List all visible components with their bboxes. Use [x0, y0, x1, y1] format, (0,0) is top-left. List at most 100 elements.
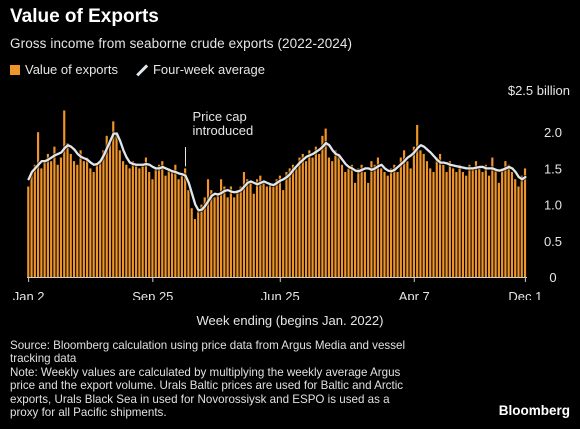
- bar: [184, 168, 187, 277]
- bar: [308, 150, 311, 277]
- bar: [403, 150, 406, 277]
- bar: [497, 182, 500, 277]
- bar: [187, 190, 190, 277]
- bar: [304, 161, 308, 277]
- bar: [272, 186, 275, 277]
- bar: [170, 172, 174, 277]
- bar: [236, 190, 239, 277]
- y-tick-label: 0.5: [544, 234, 562, 249]
- bar: [514, 179, 517, 277]
- bar: [291, 164, 295, 277]
- bar: [56, 164, 59, 277]
- bar: [412, 146, 415, 277]
- bar: [259, 175, 262, 277]
- bar: [340, 164, 344, 277]
- bar: [399, 157, 402, 277]
- bar: [517, 186, 520, 277]
- bar: [66, 143, 69, 277]
- bar: [481, 172, 484, 277]
- bar: [523, 168, 527, 277]
- bar: [151, 179, 154, 277]
- bar: [246, 179, 249, 277]
- bar: [331, 161, 334, 277]
- bar: [92, 172, 95, 277]
- bar: [461, 172, 465, 277]
- bar: [79, 150, 82, 277]
- bar: [438, 153, 442, 277]
- bar: [135, 164, 138, 277]
- bar: [357, 168, 360, 277]
- bar: [422, 153, 425, 277]
- bar: [154, 168, 157, 277]
- bar: [102, 150, 105, 277]
- bar: [393, 164, 396, 277]
- bar: [216, 193, 219, 277]
- bar: [233, 197, 236, 277]
- brand-logo: Bloomberg: [498, 403, 570, 418]
- bar: [213, 197, 216, 277]
- bar: [389, 168, 393, 277]
- bar: [164, 175, 167, 277]
- bar: [363, 172, 366, 277]
- bar: [396, 172, 399, 277]
- bar: [203, 197, 206, 277]
- bar: [242, 172, 246, 277]
- average-line-group: [26, 131, 528, 213]
- bar: [265, 186, 268, 277]
- bar: [321, 135, 324, 277]
- bar: [354, 182, 357, 277]
- bar: [468, 164, 471, 277]
- bar: [432, 172, 435, 277]
- bar: [386, 175, 389, 277]
- bar: [108, 143, 112, 277]
- bar: [442, 164, 445, 277]
- bar: [298, 157, 301, 277]
- bar: [347, 168, 350, 277]
- bar: [125, 164, 128, 277]
- bar: [177, 179, 180, 277]
- bar: [465, 175, 468, 277]
- bar: [128, 168, 131, 277]
- source-note: Source: Bloomberg calculation using pric…: [10, 339, 406, 366]
- bar: [69, 153, 72, 277]
- bar: [491, 157, 494, 277]
- bar: [193, 219, 197, 277]
- annotation-text: Price cap: [192, 109, 246, 124]
- bar: [419, 150, 422, 277]
- bar: [314, 146, 317, 277]
- bar: [285, 172, 288, 277]
- y-tick-label: 1.0: [544, 198, 562, 213]
- bar: [275, 179, 278, 277]
- bar: [249, 182, 252, 277]
- bar: [27, 186, 30, 277]
- method-note: Note: Weekly values are calculated by mu…: [10, 365, 404, 420]
- annotation-text: introduced: [192, 123, 253, 138]
- bar: [206, 179, 210, 277]
- legend-bar-swatch: [10, 64, 20, 75]
- bar: [252, 193, 255, 277]
- bar: [376, 157, 380, 277]
- bar: [161, 161, 164, 277]
- bar: [180, 175, 183, 277]
- bar: [148, 172, 151, 277]
- bar: [50, 161, 53, 277]
- bar: [406, 161, 409, 277]
- bar: [121, 161, 125, 277]
- bar: [370, 161, 373, 277]
- bar: [43, 161, 46, 277]
- bar: [520, 175, 523, 277]
- bar: [360, 164, 363, 277]
- bar: [373, 164, 376, 277]
- y-axis: 0 0.5 1.0 1.5 2.0 $2.5 billion: [508, 83, 570, 285]
- y-unit-label: $2.5 billion: [508, 83, 570, 98]
- bar: [324, 128, 327, 277]
- bar: [350, 164, 353, 277]
- bar: [255, 179, 259, 277]
- legend-line-label: Four-week average: [152, 62, 265, 77]
- bar: [89, 168, 92, 277]
- bar: [33, 164, 36, 277]
- bar: [416, 124, 419, 278]
- bar: [429, 168, 432, 277]
- y-tick-label: 1.5: [544, 161, 562, 176]
- bar: [484, 164, 487, 277]
